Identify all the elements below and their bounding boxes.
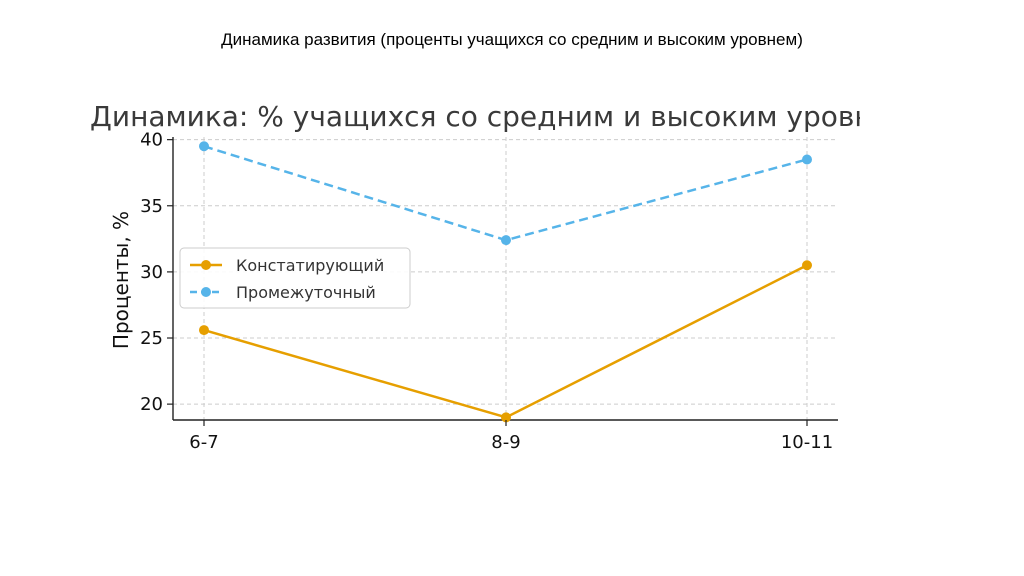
x-tick-label: 10-11: [781, 432, 833, 453]
chart-title-group: Динамика: % учащихся со средним и высоки…: [90, 100, 911, 133]
y-tick-label: 30: [140, 262, 163, 283]
y-tick-label: 35: [140, 196, 163, 217]
y-tick-label: 25: [140, 328, 163, 349]
x-tick-label: 8-9: [491, 432, 520, 453]
series-1-point: [501, 412, 511, 423]
y-axis-label: Проценты, %: [109, 211, 133, 349]
y-tick-label: 40: [140, 130, 163, 151]
x-tick-label: 6-7: [189, 432, 218, 453]
chart-title: Динамика: % учащихся со средним и высоки…: [90, 100, 911, 133]
y-tick-label: 20: [140, 394, 163, 415]
tick-layer: 20 25 30 35 40 6-7 8-9 10-11: [140, 130, 833, 453]
series-2-point: [802, 154, 812, 165]
series-1-point: [802, 260, 812, 271]
legend-label-2: Промежуточный: [236, 283, 376, 302]
legend-box: [179, 247, 411, 309]
legend-marker-2: [201, 287, 211, 297]
slide-title: Динамика развития (проценты учащихся со …: [221, 30, 803, 49]
legend: Констатирующий Промежуточный: [179, 247, 411, 309]
series-2-point: [199, 141, 209, 152]
series-1-point: [199, 325, 209, 336]
series-2-point: [501, 235, 511, 246]
legend-marker-1: [201, 260, 211, 270]
series-layer: [199, 141, 812, 423]
legend-label-1: Констатирующий: [236, 256, 384, 275]
